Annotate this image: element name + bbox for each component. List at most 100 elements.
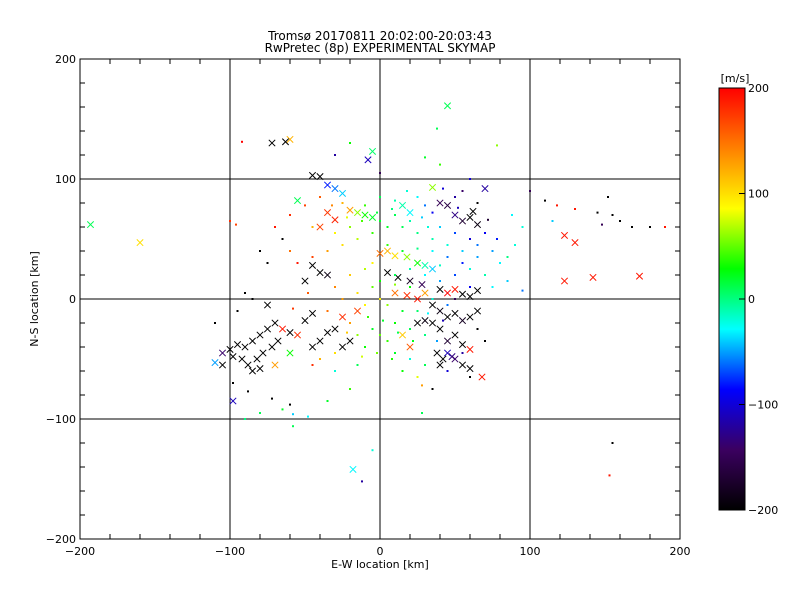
data-point-dot <box>416 232 419 234</box>
data-point-dot <box>424 204 426 207</box>
data-point-dot <box>421 412 423 414</box>
data-point-x-marker <box>589 273 597 281</box>
data-point-dot <box>236 310 239 312</box>
data-point-dot <box>506 280 509 282</box>
data-point-dot <box>596 211 599 214</box>
grid-lines <box>80 59 680 539</box>
data-point-x-marker <box>248 337 257 345</box>
data-point-x-marker <box>473 221 482 229</box>
data-point-x-marker <box>383 247 392 255</box>
data-point-dot <box>469 286 471 288</box>
data-point-dot <box>511 214 513 216</box>
data-point-dot <box>461 250 464 252</box>
data-point-dot <box>394 322 396 324</box>
data-point-dot <box>281 238 284 240</box>
data-point-dot <box>436 127 438 130</box>
data-point-dot <box>394 283 396 286</box>
data-point-x-marker <box>443 337 452 345</box>
data-point-dot <box>431 211 434 214</box>
data-point-dot <box>412 340 414 342</box>
data-point-x-marker <box>451 309 459 317</box>
data-point-x-marker <box>346 206 354 214</box>
data-point-dot <box>326 250 329 252</box>
data-point-dot <box>386 244 389 246</box>
data-point-dot <box>484 274 486 276</box>
data-point-dot <box>296 262 299 264</box>
data-point-dot <box>356 364 359 366</box>
data-point-x-marker <box>316 337 324 345</box>
data-point-x-marker <box>301 277 309 285</box>
data-point-dot <box>356 292 359 294</box>
data-point-dot <box>364 304 366 306</box>
data-point-dot <box>491 250 494 252</box>
data-point-dot <box>341 244 344 246</box>
data-point-x-marker <box>361 211 369 219</box>
data-point-x-marker <box>368 147 377 155</box>
data-point-dot <box>259 250 261 252</box>
data-point-x-marker <box>256 365 264 373</box>
data-point-dot <box>356 334 359 336</box>
data-point-x-marker <box>301 317 309 325</box>
colorbar-tick-label: 100 <box>748 188 769 201</box>
data-point-dot <box>349 322 351 324</box>
data-point-x-marker <box>433 349 441 357</box>
data-point-x-marker <box>443 289 452 297</box>
data-point-dot <box>349 274 351 276</box>
data-point-x-marker <box>481 185 489 193</box>
data-point-x-marker <box>406 209 414 217</box>
data-point-x-marker <box>268 343 276 351</box>
data-point-dot <box>439 280 441 282</box>
data-point-dot <box>461 190 464 192</box>
data-point-dot <box>341 202 344 204</box>
data-point-x-marker <box>331 185 339 193</box>
data-point-x-marker <box>331 325 339 333</box>
data-point-x-marker <box>274 337 282 345</box>
data-point-x-marker <box>263 301 272 309</box>
data-point-dot <box>431 388 434 390</box>
data-point-dot <box>506 256 509 258</box>
data-point-dot <box>326 310 329 312</box>
data-point-x-marker <box>353 209 362 217</box>
data-point-dot <box>476 328 479 330</box>
data-point-dot <box>491 286 494 288</box>
data-point-dot <box>379 196 381 198</box>
data-point-x-marker <box>263 325 272 333</box>
data-point-x-marker <box>451 331 459 339</box>
data-point-dot <box>367 316 369 318</box>
data-point-dot <box>416 376 419 378</box>
data-point-x-marker <box>338 343 347 351</box>
data-point-dot <box>401 226 404 228</box>
data-point-dot <box>307 415 309 418</box>
data-point-x-marker <box>271 361 279 369</box>
data-point-dot <box>394 274 396 276</box>
data-point-dot <box>401 310 404 312</box>
data-point-dot <box>379 220 381 222</box>
data-point-x-marker <box>635 272 644 280</box>
data-point-dot <box>469 376 471 378</box>
data-point-dot <box>446 304 449 306</box>
y-tick-label: 200 <box>55 53 76 66</box>
data-point-dot <box>397 331 399 334</box>
data-point-dot <box>334 352 336 354</box>
data-point-dot <box>371 232 374 234</box>
data-point-x-marker <box>443 349 452 357</box>
data-point-x-marker <box>241 343 249 351</box>
y-tick-label: 0 <box>69 293 76 306</box>
x-tick-label: 200 <box>670 545 691 558</box>
data-point-dot <box>476 256 479 258</box>
data-point-x-marker <box>403 253 411 261</box>
data-point-dot <box>442 187 444 190</box>
data-point-dot <box>439 264 441 267</box>
data-point-dot <box>406 190 408 192</box>
data-point-x-marker <box>376 249 384 257</box>
data-point-x-marker <box>478 373 486 381</box>
data-point-x-marker <box>436 361 444 369</box>
data-point-x-marker <box>413 319 422 327</box>
axis-ticks <box>79 58 681 540</box>
data-point-dot <box>601 223 603 226</box>
data-point-x-marker <box>398 201 407 209</box>
data-point-dot <box>544 199 546 202</box>
data-point-dot <box>424 274 426 276</box>
data-point-x-marker <box>331 216 339 224</box>
